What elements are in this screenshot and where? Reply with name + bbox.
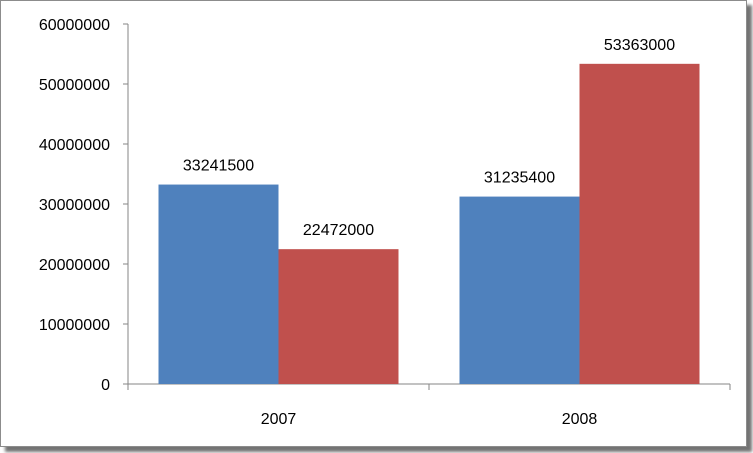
data-label: 53363000 bbox=[604, 37, 675, 54]
data-label: 31235400 bbox=[484, 170, 555, 187]
x-tick-label: 2008 bbox=[562, 411, 598, 428]
y-tick-label: 40000000 bbox=[39, 137, 110, 154]
y-tick-label: 0 bbox=[101, 377, 110, 394]
bar-2007-series2 bbox=[278, 249, 399, 384]
y-tick-label: 10000000 bbox=[39, 317, 110, 334]
y-tick-label: 30000000 bbox=[39, 197, 110, 214]
x-axis: 2007 2008 bbox=[127, 383, 731, 428]
x-tick-label: 2007 bbox=[261, 411, 297, 428]
bars bbox=[158, 63, 700, 385]
y-axis: 0 10000000 20000000 30000000 40000000 5000000… bbox=[39, 17, 129, 394]
data-label: 22472000 bbox=[303, 222, 374, 239]
data-label: 33241500 bbox=[183, 158, 254, 175]
y-tick-label: 60000000 bbox=[39, 17, 110, 34]
bar-2008-series2 bbox=[579, 63, 700, 385]
bar-2007-series1 bbox=[158, 184, 279, 384]
y-tick-label: 20000000 bbox=[39, 257, 110, 274]
y-tick-label: 50000000 bbox=[39, 77, 110, 94]
bar-2008-series1 bbox=[459, 196, 580, 384]
data-labels: 33241500 22472000 31235400 53363000 bbox=[183, 37, 675, 239]
